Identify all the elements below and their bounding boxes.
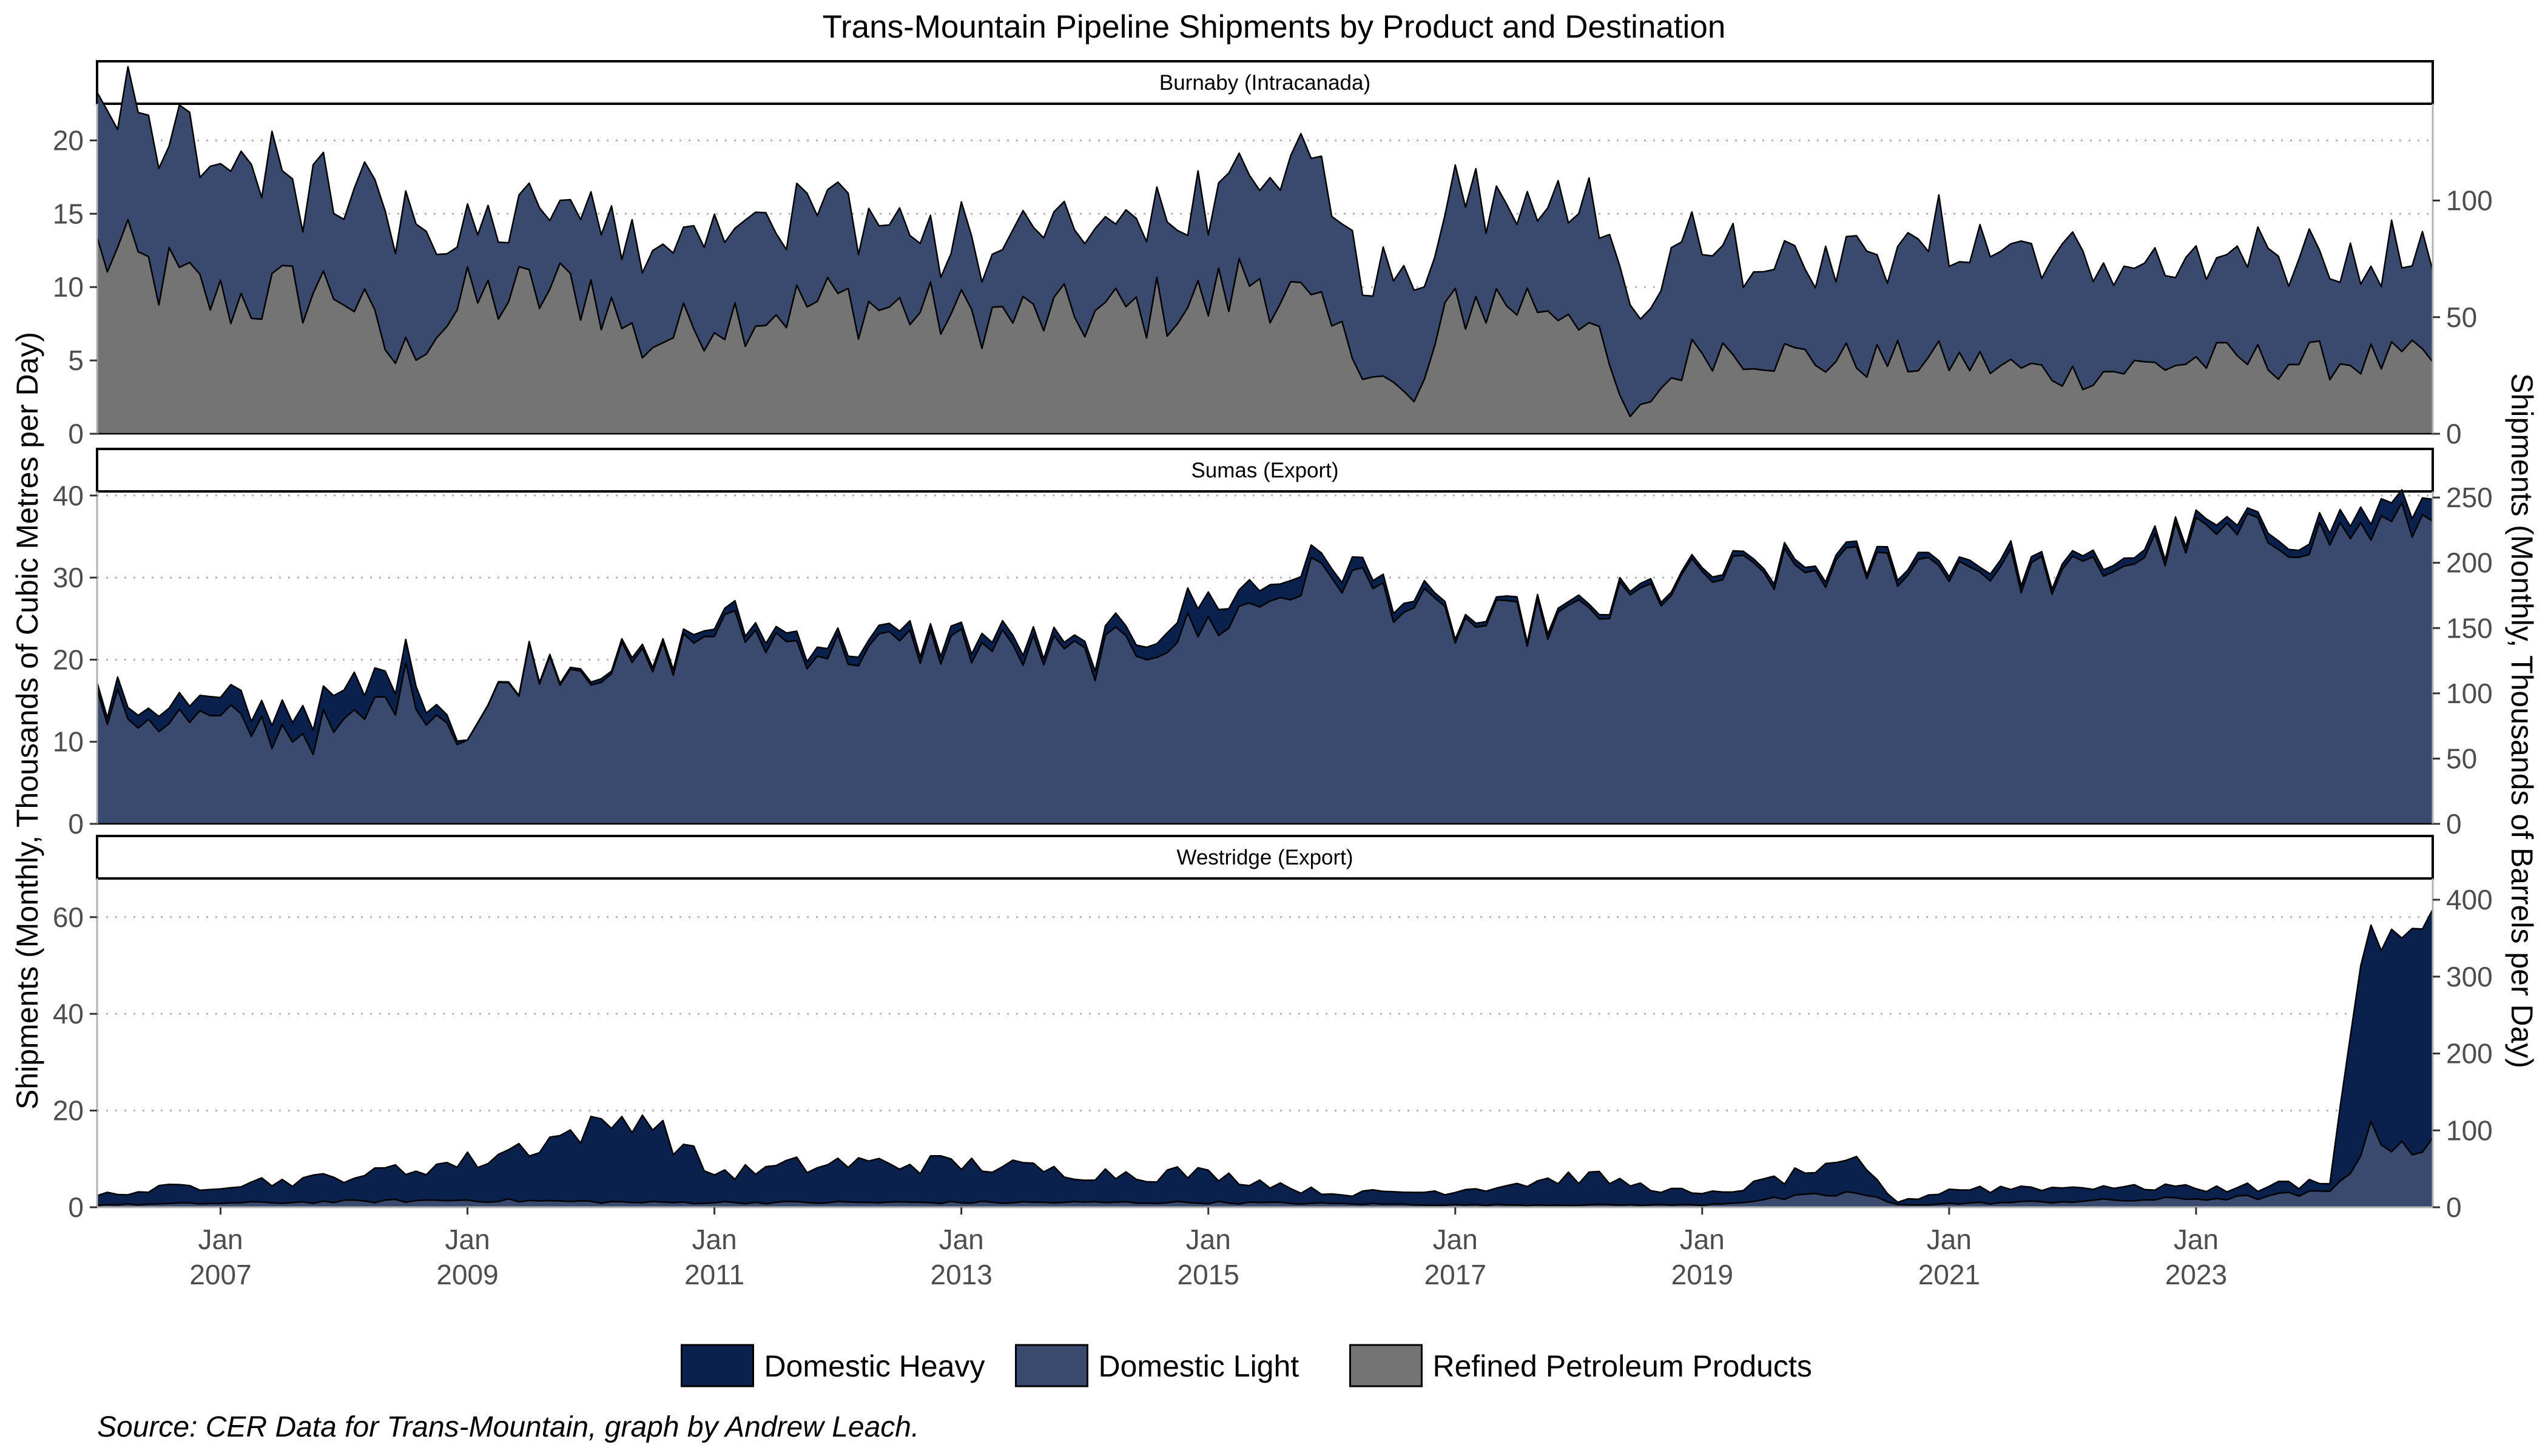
x-tick-label-year: 2017 (1424, 1259, 1486, 1290)
y-tick-label: 15 (53, 198, 84, 229)
y-tick-label: 20 (53, 644, 84, 675)
caption: Source: CER Data for Trans-Mountain, gra… (97, 1411, 919, 1443)
y-tick-label-right: 100 (2446, 678, 2493, 709)
x-tick-label-year: 2023 (2165, 1259, 2227, 1290)
y-tick-label: 0 (68, 808, 84, 840)
x-tick-label-year: 2019 (1671, 1259, 1733, 1290)
x-tick-label: Jan (1927, 1224, 1972, 1255)
y-tick-label: 40 (53, 480, 84, 511)
y-axis-title-left: Shipments (Monthly, Thousands of Cubic M… (10, 332, 44, 1110)
x-tick-label-year: 2011 (684, 1259, 744, 1290)
y-tick-label-right: 300 (2446, 961, 2493, 993)
y-tick-label: 60 (53, 902, 84, 933)
y-tick-label-right: 250 (2446, 482, 2493, 513)
y-tick-label-right: 100 (2446, 185, 2493, 217)
y-tick-label: 20 (53, 124, 84, 156)
legend-label: Domestic Heavy (764, 1349, 985, 1383)
area-domestic-heavy (96, 908, 2434, 1207)
y-tick-label: 5 (68, 345, 84, 376)
legend-swatch (681, 1344, 754, 1387)
x-tick-label: Jan (445, 1224, 490, 1255)
panel-2: Westridge (Export) 0 20 40 60 0 100 200 300 400 (53, 835, 2493, 1223)
y-tick-label-right: 150 (2446, 612, 2493, 644)
y-tick-label-right: 0 (2446, 1191, 2462, 1223)
panel-strip-label: Burnaby (Intracanada) (1159, 71, 1370, 95)
panel-0: Burnaby (Intracanada) 0 5 10 15 20 0 50 100 (53, 60, 2493, 450)
x-tick-label: Jan (2174, 1224, 2219, 1255)
chart-title: Trans-Mountain Pipeline Shipments by Pro… (823, 9, 1726, 45)
x-tick-label-year: 2007 (189, 1259, 251, 1290)
legend-swatch (1349, 1344, 1423, 1387)
y-tick-label-right: 50 (2446, 743, 2477, 774)
y-tick-label-right: 50 (2446, 302, 2477, 333)
legend-label: Refined Petroleum Products (1433, 1349, 1812, 1383)
y-axis-title-right: Shipments (Monthly, Thousands of Barrels… (2505, 373, 2539, 1068)
y-tick-label-right: 100 (2446, 1114, 2493, 1146)
panel-strip (96, 835, 2434, 880)
x-tick-label: Jan (198, 1224, 243, 1255)
y-tick-label-right: 200 (2446, 1038, 2493, 1070)
area-domestic-light (96, 502, 2434, 825)
x-tick-label: Jan (1186, 1224, 1231, 1255)
x-tick-label-year: 2021 (1918, 1259, 1980, 1290)
x-tick-label: Jan (939, 1224, 984, 1255)
panel-strip (96, 448, 2434, 493)
x-tick-label: Jan (1680, 1224, 1725, 1255)
panel-strip (96, 60, 2434, 105)
x-tick-label: Jan (1433, 1224, 1478, 1255)
legend: Domestic Heavy Domestic Light Refined Petr… (681, 1344, 1812, 1387)
y-tick-label-right: 200 (2446, 547, 2493, 579)
x-tick-label-year: 2013 (930, 1259, 992, 1290)
x-tick-label: Jan (692, 1224, 737, 1255)
y-tick-label: 20 (53, 1095, 84, 1127)
x-tick-label-year: 2015 (1178, 1259, 1239, 1290)
legend-swatch (1015, 1344, 1088, 1387)
y-tick-label: 10 (53, 271, 84, 303)
y-tick-label-right: 0 (2446, 808, 2462, 840)
y-tick-label: 40 (53, 998, 84, 1030)
y-tick-label: 0 (68, 1191, 84, 1223)
y-tick-label: 10 (53, 726, 84, 758)
y-tick-label: 0 (68, 418, 84, 450)
legend-label: Domestic Light (1099, 1349, 1299, 1383)
panels: Burnaby (Intracanada)05101520050100Sumas… (53, 60, 2493, 1223)
y-tick-label: 30 (53, 562, 84, 593)
panel-1: Sumas (Export) 0 10 20 30 40 0 50 100 150 200 250 (53, 448, 2493, 840)
x-axis: Jan 2007 Jan 2009 Jan 2011 Jan 2013 Jan 2015 Jan 20… (97, 1206, 2433, 1290)
panel-strip-label: Westridge (Export) (1176, 846, 1353, 869)
y-tick-label-right: 400 (2446, 884, 2493, 915)
panel-strip-label: Sumas (Export) (1191, 459, 1338, 482)
y-tick-label-right: 0 (2446, 418, 2462, 450)
x-tick-label-year: 2009 (436, 1259, 498, 1290)
